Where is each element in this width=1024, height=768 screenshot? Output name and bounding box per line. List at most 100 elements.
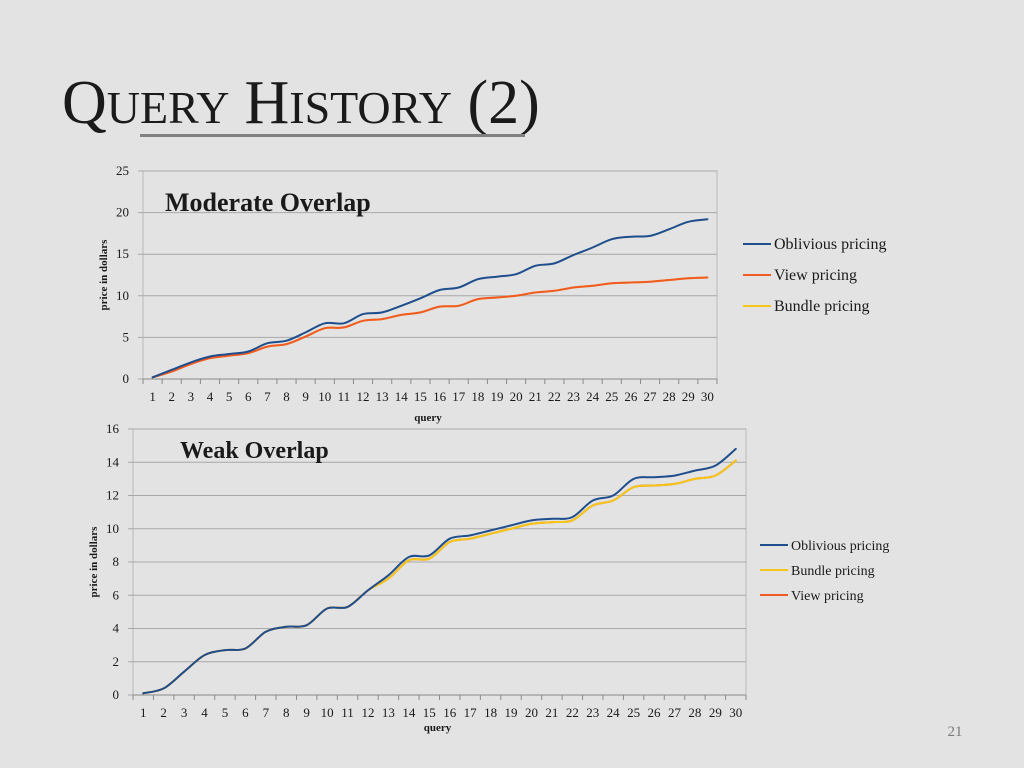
weak-x-tick-label: 19 <box>505 705 518 720</box>
weak-legend-label-bundle-pricing: Bundle pricing <box>791 564 875 579</box>
moderate-x-tick-label: 10 <box>318 389 331 404</box>
moderate-x-axis-label: query <box>414 412 442 424</box>
moderate-legend-label-view-pricing: View pricing <box>774 267 857 284</box>
weak-y-tick-label: 0 <box>113 687 120 702</box>
weak-x-tick-label: 22 <box>566 705 579 720</box>
weak-y-tick-label: 6 <box>113 587 120 602</box>
weak-y-tick-label: 4 <box>113 621 120 636</box>
moderate-legend-label-bundle-pricing: Bundle pricing <box>774 298 870 315</box>
weak-x-tick-label: 15 <box>423 705 436 720</box>
weak-y-tick-label: 8 <box>113 554 120 569</box>
moderate-x-tick-label: 30 <box>701 389 714 404</box>
weak-x-tick-label: 11 <box>341 705 354 720</box>
moderate-x-tick-label: 28 <box>663 389 676 404</box>
title-h: H <box>244 69 290 137</box>
weak-x-tick-label: 12 <box>361 705 374 720</box>
moderate-x-tick-label: 12 <box>357 389 370 404</box>
moderate-x-tick-label: 15 <box>414 389 427 404</box>
moderate-x-tick-label: 22 <box>548 389 561 404</box>
moderate-x-tick-label: 14 <box>395 389 409 404</box>
moderate-series-line-oblivious-pricing <box>151 218 709 379</box>
title-number: (2) <box>452 69 540 137</box>
weak-x-tick-label: 25 <box>627 705 640 720</box>
moderate-y-tick-label: 5 <box>123 329 130 344</box>
weak-y-tick-label: 2 <box>113 654 120 669</box>
moderate-x-tick-label: 7 <box>264 389 271 404</box>
moderate-x-tick-label: 18 <box>471 389 484 404</box>
moderate-y-tick-label: 20 <box>116 205 129 220</box>
weak-x-tick-label: 18 <box>484 705 497 720</box>
moderate-x-tick-label: 2 <box>168 389 175 404</box>
moderate-x-tick-label: 11 <box>338 389 351 404</box>
weak-x-tick-label: 28 <box>688 705 701 720</box>
moderate-x-tick-label: 13 <box>376 389 389 404</box>
moderate-x-tick-label: 21 <box>529 389 542 404</box>
weak-x-tick-label: 27 <box>668 705 682 720</box>
weak-x-tick-label: 6 <box>242 705 249 720</box>
weak-x-tick-label: 5 <box>222 705 229 720</box>
moderate-x-tick-label: 20 <box>510 389 523 404</box>
weak-x-tick-label: 16 <box>443 705 457 720</box>
weak-y-tick-label: 10 <box>106 521 119 536</box>
weak-x-tick-label: 2 <box>160 705 167 720</box>
weak-y-tick-label: 16 <box>106 421 120 436</box>
weak-x-tick-label: 9 <box>303 705 310 720</box>
weak-x-tick-label: 21 <box>545 705 558 720</box>
moderate-x-tick-label: 6 <box>245 389 252 404</box>
moderate-plot-area <box>142 170 718 380</box>
moderate-y-tick-label: 25 <box>116 163 129 178</box>
moderate-x-tick-label: 25 <box>605 389 618 404</box>
moderate-x-tick-label: 19 <box>490 389 503 404</box>
moderate-x-tick-label: 3 <box>188 389 195 404</box>
weak-x-tick-label: 10 <box>321 705 334 720</box>
weak-legend-label-view-pricing: View pricing <box>791 589 864 604</box>
weak-x-tick-label: 13 <box>382 705 395 720</box>
moderate-y-axis-label: price in dollars <box>98 239 110 311</box>
weak-x-tick-label: 30 <box>729 705 742 720</box>
moderate-y-tick-label: 0 <box>123 371 130 386</box>
title-q: Q <box>62 69 107 137</box>
weak-chart-title: Weak Overlap <box>180 438 329 464</box>
slide-title: QUERY HISTORY (2) <box>62 68 540 143</box>
weak-x-tick-label: 23 <box>586 705 599 720</box>
weak-x-tick-label: 4 <box>201 705 208 720</box>
moderate-legend-label-oblivious-pricing: Oblivious pricing <box>774 236 886 253</box>
title-underline <box>140 134 525 137</box>
weak-y-tick-label: 12 <box>106 488 119 503</box>
moderate-x-tick-label: 9 <box>302 389 309 404</box>
moderate-x-tick-label: 17 <box>452 389 466 404</box>
weak-x-tick-label: 17 <box>464 705 478 720</box>
title-istory: ISTORY <box>289 82 453 133</box>
weak-x-tick-label: 1 <box>140 705 147 720</box>
moderate-y-tick-label: 15 <box>116 246 129 261</box>
weak-x-axis-label: query <box>424 722 452 734</box>
moderate-x-tick-label: 29 <box>682 389 695 404</box>
moderate-x-tick-label: 16 <box>433 389 447 404</box>
weak-x-tick-label: 8 <box>283 705 290 720</box>
moderate-y-tick-label: 10 <box>116 288 129 303</box>
weak-x-tick-label: 29 <box>709 705 722 720</box>
weak-legend-label-oblivious-pricing: Oblivious pricing <box>791 539 889 554</box>
weak-x-tick-label: 3 <box>181 705 188 720</box>
title-uery: UERY <box>106 82 230 133</box>
moderate-x-tick-label: 4 <box>207 389 214 404</box>
weak-x-tick-label: 20 <box>525 705 538 720</box>
weak-series-line-oblivious-pricing <box>142 447 737 695</box>
moderate-x-tick-label: 27 <box>644 389 658 404</box>
moderate-x-tick-label: 23 <box>567 389 580 404</box>
moderate-chart-title: Moderate Overlap <box>165 188 371 217</box>
moderate-x-tick-label: 26 <box>624 389 638 404</box>
weak-x-tick-label: 14 <box>402 705 416 720</box>
moderate-x-tick-label: 8 <box>283 389 290 404</box>
page-number: 21 <box>947 724 963 740</box>
weak-x-tick-label: 7 <box>263 705 270 720</box>
moderate-x-tick-label: 5 <box>226 389 233 404</box>
weak-x-tick-label: 26 <box>648 705 662 720</box>
moderate-x-tick-label: 24 <box>586 389 600 404</box>
weak-x-tick-label: 24 <box>607 705 621 720</box>
weak-y-tick-label: 14 <box>106 454 120 469</box>
moderate-x-tick-label: 1 <box>149 389 156 404</box>
moderate-series-line-view-pricing <box>151 276 709 379</box>
weak-y-axis-label: price in dollars <box>88 526 100 598</box>
